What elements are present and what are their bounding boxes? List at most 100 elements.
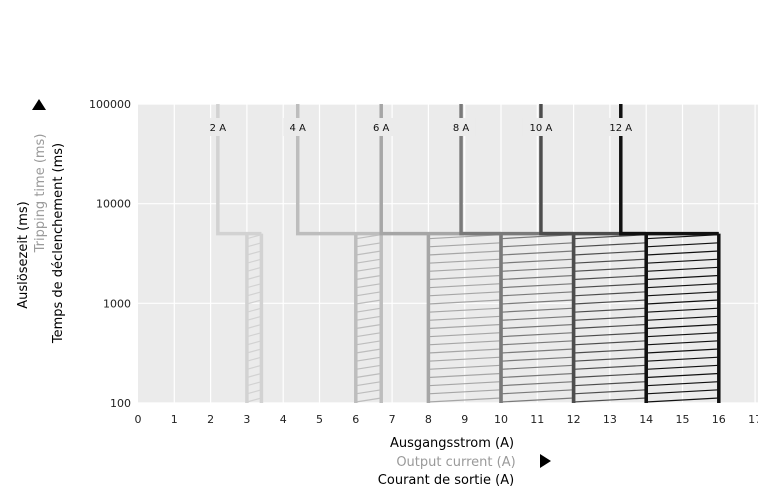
band-hatch-line: [573, 250, 647, 256]
band-hatch-line: [246, 299, 262, 305]
band-hatch-line: [646, 274, 719, 281]
band-hatch-line: [355, 356, 382, 362]
band-hatch-line: [428, 242, 502, 248]
curve-label-bg: [366, 118, 396, 136]
y-tick-label: 10000: [96, 198, 131, 211]
band-hatch-line: [573, 364, 647, 370]
y-tick-label: 1000: [103, 297, 131, 310]
curve-label-bg: [203, 118, 233, 136]
x-axis-arrow-icon: [540, 454, 551, 468]
band-hatch-line: [246, 315, 262, 321]
band-hatch-line: [246, 389, 262, 395]
band-hatch-line: [500, 389, 574, 395]
band-hatch-line: [573, 397, 647, 403]
band-hatch-line: [428, 283, 502, 289]
curve-8a: [459, 104, 574, 236]
curve-label: 8 A: [453, 123, 470, 134]
band-hatch-line: [355, 250, 382, 256]
band-hatch-line: [355, 291, 382, 297]
band-hatch-line: [500, 274, 574, 281]
curve-labels: 2 A 4 A 6 A 8 A 10 A 12 A: [203, 118, 639, 136]
curve-label-bg: [283, 118, 313, 136]
band-hatch-line: [355, 348, 382, 354]
band-hatch-line: [500, 372, 574, 379]
x-tick-label: 3: [243, 413, 250, 426]
band-hatch-line: [646, 381, 719, 387]
band-hatch-line: [573, 389, 647, 395]
band-hatch-line: [573, 291, 647, 297]
band-hatch-line: [428, 381, 502, 387]
band-hatch-line: [246, 242, 262, 248]
x-axis-labels: Ausgangsstrom (A) Output current (A) Cou…: [378, 436, 551, 488]
x-axis-label-en: Output current (A): [396, 455, 515, 470]
band-hatch-line: [646, 315, 719, 321]
band-hatch-line: [428, 323, 502, 330]
y-axis-ticks: 100 1000 10000 100000: [89, 98, 131, 410]
band-hatch-line: [500, 307, 574, 313]
band-hatch-line: [573, 274, 647, 281]
band-hatch-line: [646, 364, 719, 370]
band-hatch-line: [646, 356, 719, 362]
y-axis-label-de: Auslösezeit (ms): [16, 201, 31, 309]
x-tick-label: 14: [639, 413, 653, 426]
band-hatch-line: [646, 389, 719, 395]
band-hatch-line: [428, 274, 502, 281]
band-hatch-line: [500, 397, 574, 403]
band-hatch-line: [355, 340, 382, 346]
band-hatch-line: [355, 332, 382, 338]
band-hatch-line: [500, 299, 574, 305]
band-hatch-line: [428, 348, 502, 354]
curve-4a: [295, 104, 382, 236]
band-hatch-line: [573, 340, 647, 346]
curve-label-bg: [522, 118, 559, 136]
band-hatch-line: [355, 372, 382, 379]
band-hatch-line: [355, 242, 382, 248]
band-hatch-line: [646, 266, 719, 272]
band-hatch-line: [355, 266, 382, 272]
band-hatch-line: [573, 356, 647, 362]
band-hatch-line: [428, 340, 502, 346]
y-axis-arrow-icon: [32, 99, 46, 110]
curve-12a: [619, 104, 719, 236]
band-hatch-line: [500, 266, 574, 272]
band-hatch-line: [500, 323, 574, 330]
y-tick-label: 100000: [89, 98, 131, 111]
band-hatch-line: [246, 323, 262, 330]
band-hatch-line: [246, 348, 262, 354]
band-hatch-line: [500, 356, 574, 362]
band-hatch-line: [355, 315, 382, 321]
band-hatch-line: [500, 242, 574, 248]
band-hatch-line: [573, 348, 647, 354]
x-axis-label-fr: Courant de sortie (A): [378, 473, 514, 488]
x-tick-label: 13: [603, 413, 617, 426]
curve-label: 2 A: [210, 123, 227, 134]
band-hatch-line: [646, 258, 719, 264]
band-hatch-line: [355, 283, 382, 289]
band-hatch-line: [428, 258, 502, 264]
curve-label-bg: [446, 118, 476, 136]
x-tick-label: 11: [530, 413, 544, 426]
band-hatch-line: [355, 299, 382, 305]
band-hatch-line: [500, 348, 574, 354]
band-hatch-line: [573, 315, 647, 321]
band-hatch-line: [573, 283, 647, 289]
band-hatch-line: [500, 364, 574, 370]
band-hatch-line: [573, 307, 647, 313]
band-hatch-line: [573, 372, 647, 379]
band-hatch-line: [355, 323, 382, 330]
band-hatch-line: [428, 372, 502, 379]
x-tick-label: 6: [352, 413, 359, 426]
band-hatch-line: [246, 291, 262, 297]
band-hatch-line: [573, 299, 647, 305]
band-hatch-line: [246, 397, 262, 403]
x-tick-label: 5: [316, 413, 323, 426]
band-hatch-line: [646, 372, 719, 379]
band-hatch-line: [246, 372, 262, 379]
band-hatch-line: [646, 397, 719, 403]
x-tick-label: 9: [461, 413, 468, 426]
band-hatch-line: [246, 364, 262, 370]
band-hatch-line: [573, 266, 647, 272]
band-hatch-line: [646, 307, 719, 313]
x-tick-label: 2: [207, 413, 214, 426]
band-hatch-line: [573, 323, 647, 330]
